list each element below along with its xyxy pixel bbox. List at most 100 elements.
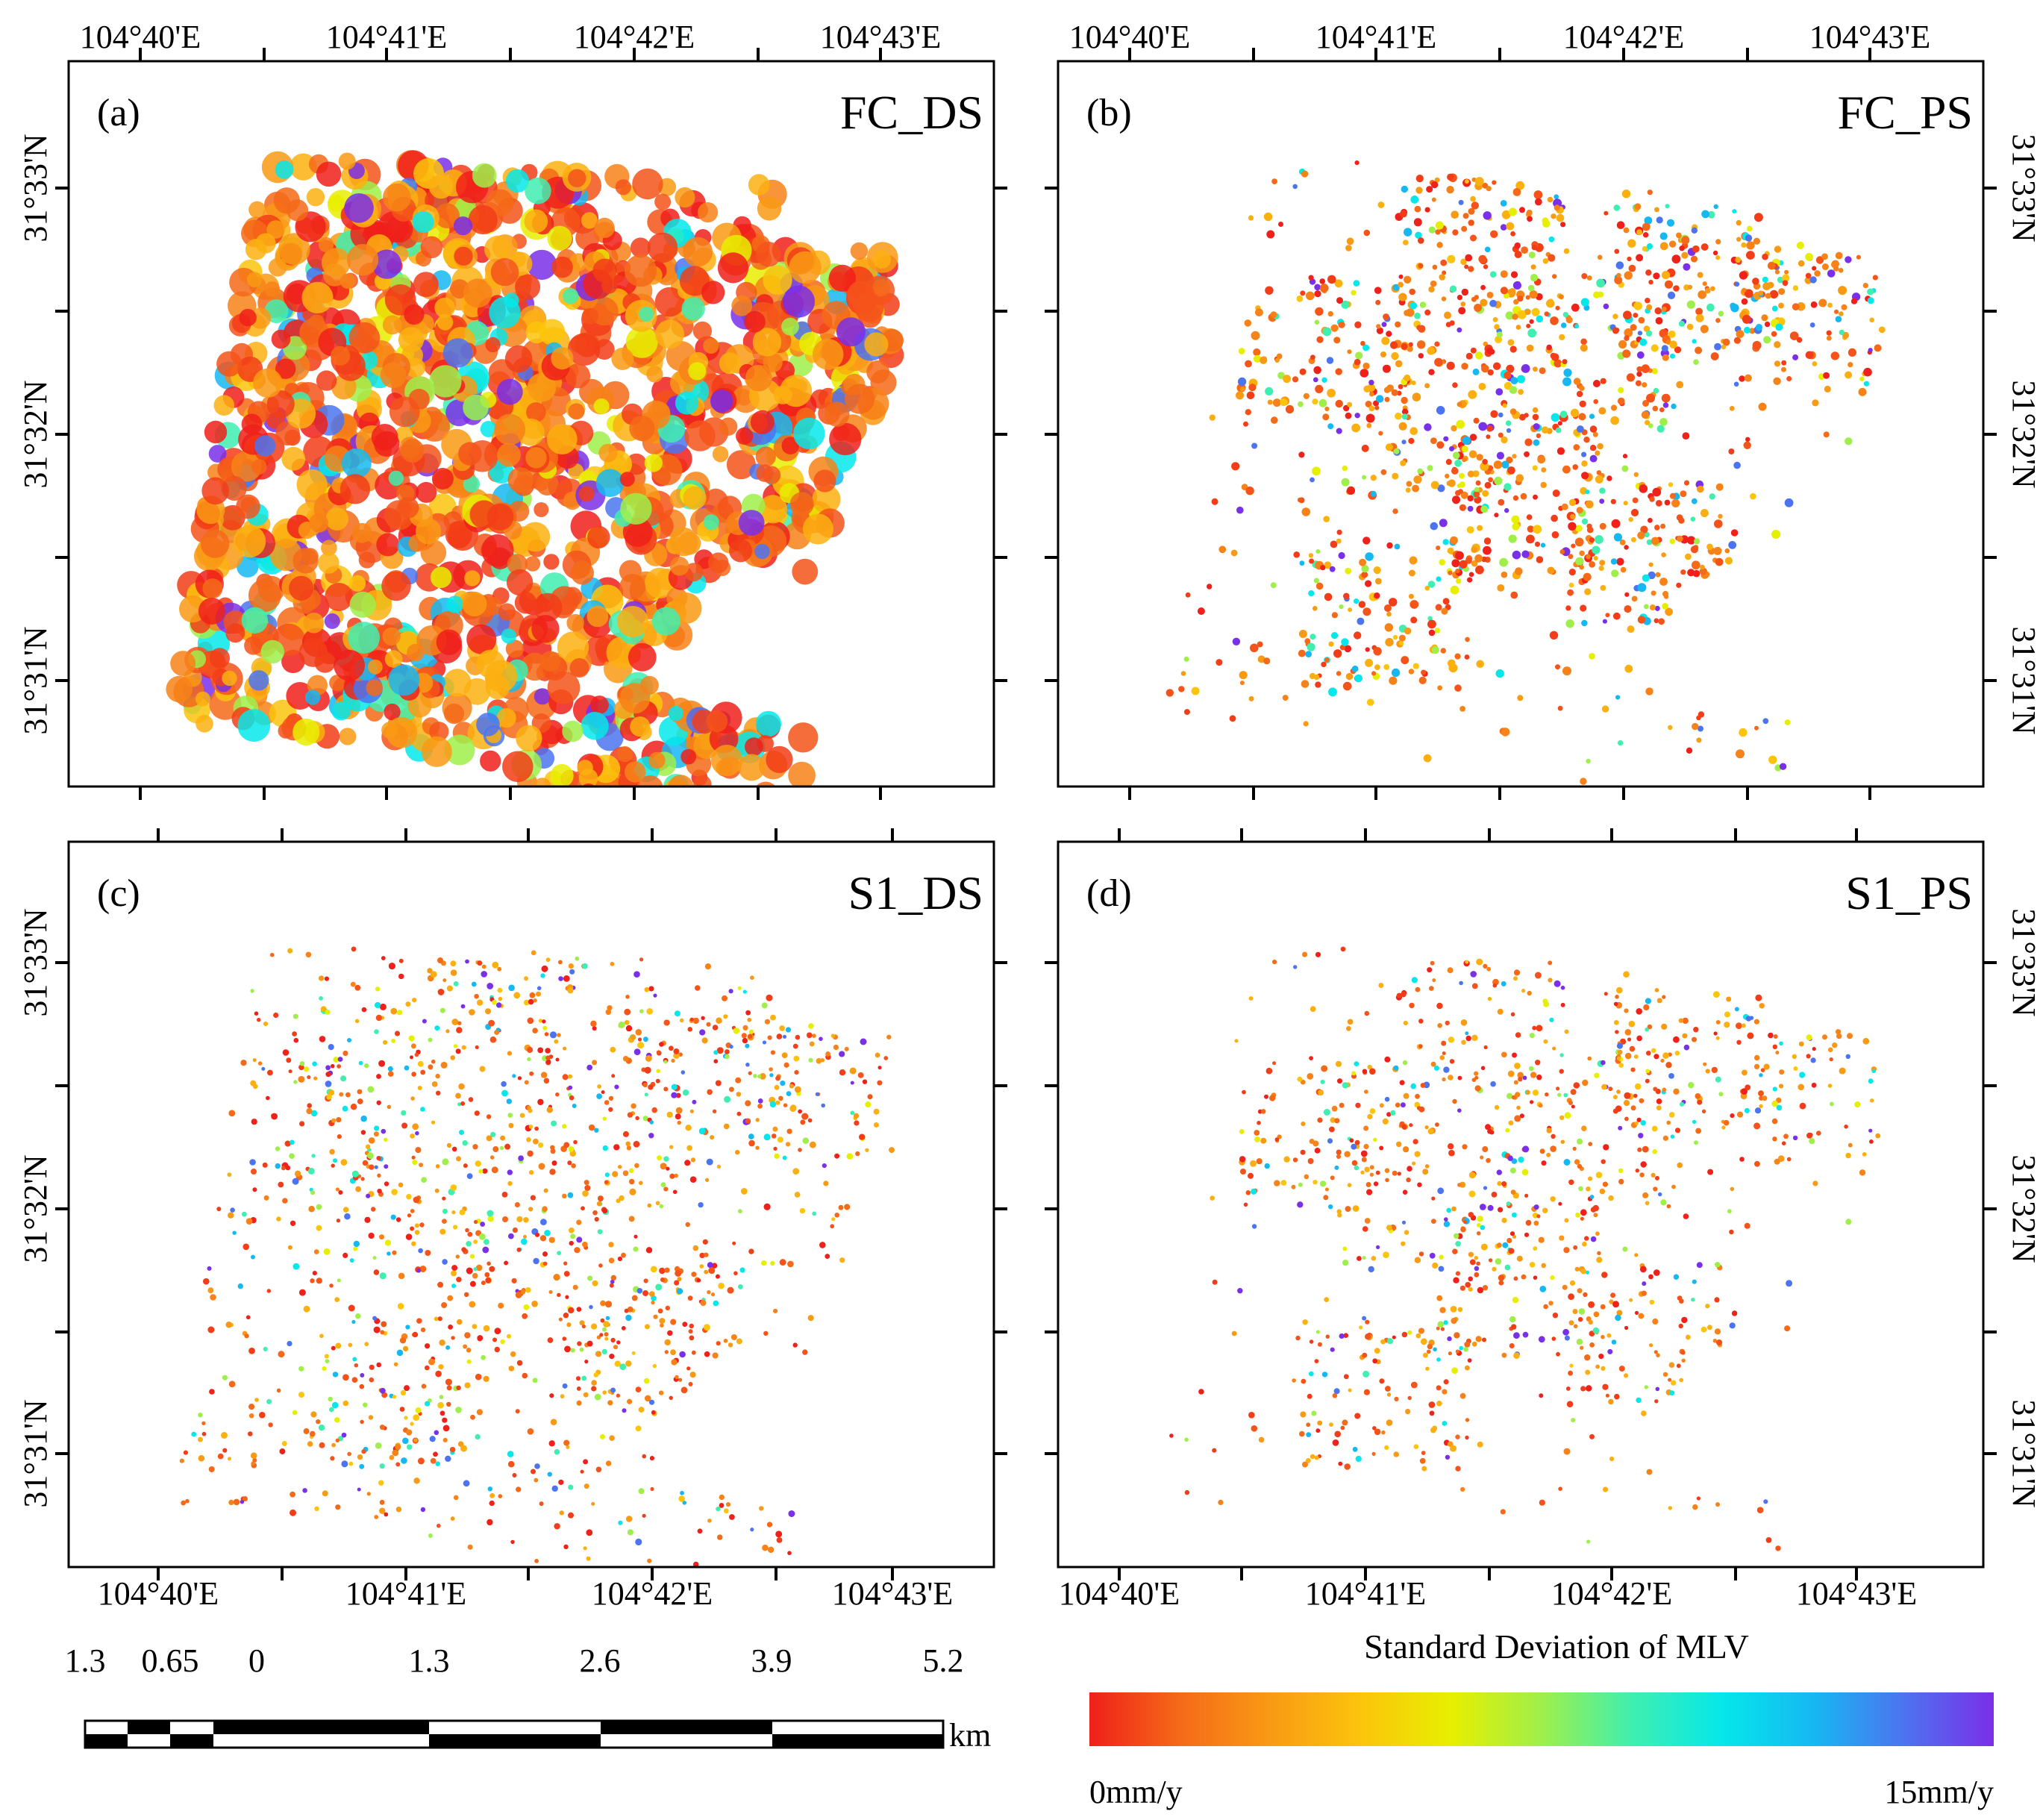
measurement-point — [341, 1460, 348, 1468]
measurement-point — [1812, 399, 1819, 407]
measurement-point — [1513, 298, 1519, 305]
measurement-point — [1603, 210, 1609, 216]
measurement-point — [1746, 251, 1755, 260]
measurement-point — [685, 1222, 690, 1228]
measurement-point — [666, 1111, 673, 1118]
measurement-point — [794, 1593, 801, 1600]
measurement-point — [1655, 1386, 1660, 1392]
measurement-point — [1651, 537, 1659, 545]
measurement-point — [638, 1488, 645, 1495]
measurement-point — [1786, 376, 1792, 381]
measurement-point — [1653, 387, 1659, 394]
measurement-point — [384, 1164, 389, 1169]
measurement-point — [692, 1561, 699, 1567]
measurement-point — [698, 202, 719, 223]
measurement-point — [583, 1180, 589, 1186]
measurement-point — [1646, 393, 1655, 403]
measurement-point — [420, 1507, 426, 1513]
measurement-point — [331, 1345, 336, 1351]
measurement-point — [1532, 465, 1538, 471]
measurement-point — [558, 960, 563, 965]
measurement-point — [1540, 481, 1547, 489]
measurement-point — [819, 1036, 823, 1041]
measurement-point — [719, 1494, 725, 1501]
measurement-point — [450, 1184, 457, 1191]
measurement-point — [769, 1067, 773, 1072]
measurement-point — [1401, 656, 1409, 665]
measurement-point — [379, 1463, 385, 1469]
measurement-point — [1386, 331, 1392, 337]
measurement-point — [290, 1491, 295, 1498]
measurement-point — [331, 1401, 339, 1409]
measurement-point — [400, 1390, 407, 1396]
measurement-point — [417, 1060, 424, 1067]
measurement-point — [1454, 653, 1461, 660]
measurement-point — [645, 1055, 652, 1062]
measurement-point — [1251, 443, 1258, 449]
measurement-point — [689, 1017, 694, 1022]
measurement-point — [669, 556, 689, 576]
measurement-point — [357, 1487, 361, 1492]
measurement-point — [282, 1049, 290, 1056]
map-panel-c: (c) S1_DS 104°40'E 104°41'E 104°42'E 104… — [17, 828, 1007, 1616]
measurement-point — [576, 1386, 581, 1391]
measurement-point — [538, 1019, 543, 1023]
measurement-point — [748, 1071, 752, 1075]
measurement-point — [376, 1362, 382, 1368]
measurement-point — [1360, 369, 1369, 378]
measurement-point — [1482, 490, 1489, 497]
lat-label-c-2: 31°32'N — [17, 1154, 54, 1263]
measurement-point — [802, 513, 833, 545]
measurement-point — [475, 1433, 481, 1440]
measurement-point — [1845, 437, 1853, 445]
measurement-point — [208, 1466, 215, 1472]
measurement-point — [710, 1292, 716, 1297]
measurement-point — [1397, 390, 1402, 396]
measurement-point — [1480, 284, 1486, 290]
measurement-point — [464, 570, 481, 587]
measurement-point — [536, 986, 542, 991]
measurement-point — [410, 1422, 414, 1426]
measurement-point — [380, 1388, 386, 1394]
measurement-point — [1696, 715, 1701, 721]
measurement-point — [1580, 778, 1587, 785]
measurement-point — [1659, 407, 1665, 413]
measurement-point — [698, 1202, 704, 1208]
measurement-point — [854, 1113, 859, 1119]
measurement-point — [541, 965, 548, 972]
measurement-point — [1592, 545, 1601, 554]
measurement-point — [675, 1092, 681, 1098]
measurement-point — [1424, 309, 1431, 316]
measurement-point — [1476, 660, 1484, 669]
measurement-point — [647, 1203, 652, 1208]
measurement-point — [1667, 291, 1676, 299]
measurement-point — [540, 651, 561, 672]
measurement-point — [578, 486, 595, 502]
measurement-point — [288, 1069, 292, 1074]
measurement-point — [1596, 278, 1606, 288]
measurement-point — [1534, 198, 1542, 206]
measurement-point — [1457, 295, 1462, 301]
axis-ticks-b — [1045, 48, 1997, 800]
measurement-point — [684, 1160, 691, 1166]
measurement-point — [1514, 251, 1522, 258]
measurement-point — [1185, 592, 1191, 598]
measurement-point — [748, 1248, 754, 1254]
measurement-point — [1480, 298, 1488, 307]
measurement-point — [1410, 616, 1418, 624]
measurement-point — [562, 1336, 567, 1341]
measurement-point — [749, 1610, 756, 1616]
measurement-point — [357, 1454, 363, 1460]
measurement-point — [586, 605, 609, 628]
measurement-point — [1248, 215, 1254, 221]
measurement-point — [767, 1035, 772, 1040]
measurement-point — [508, 984, 515, 992]
measurement-point — [1547, 566, 1555, 575]
measurement-point — [1686, 300, 1695, 309]
measurement-point — [1808, 351, 1814, 357]
measurement-point — [679, 1351, 686, 1358]
measurement-point — [706, 1158, 713, 1166]
measurement-point — [338, 152, 356, 170]
measurement-point — [298, 638, 328, 667]
measurement-point — [520, 1289, 526, 1295]
